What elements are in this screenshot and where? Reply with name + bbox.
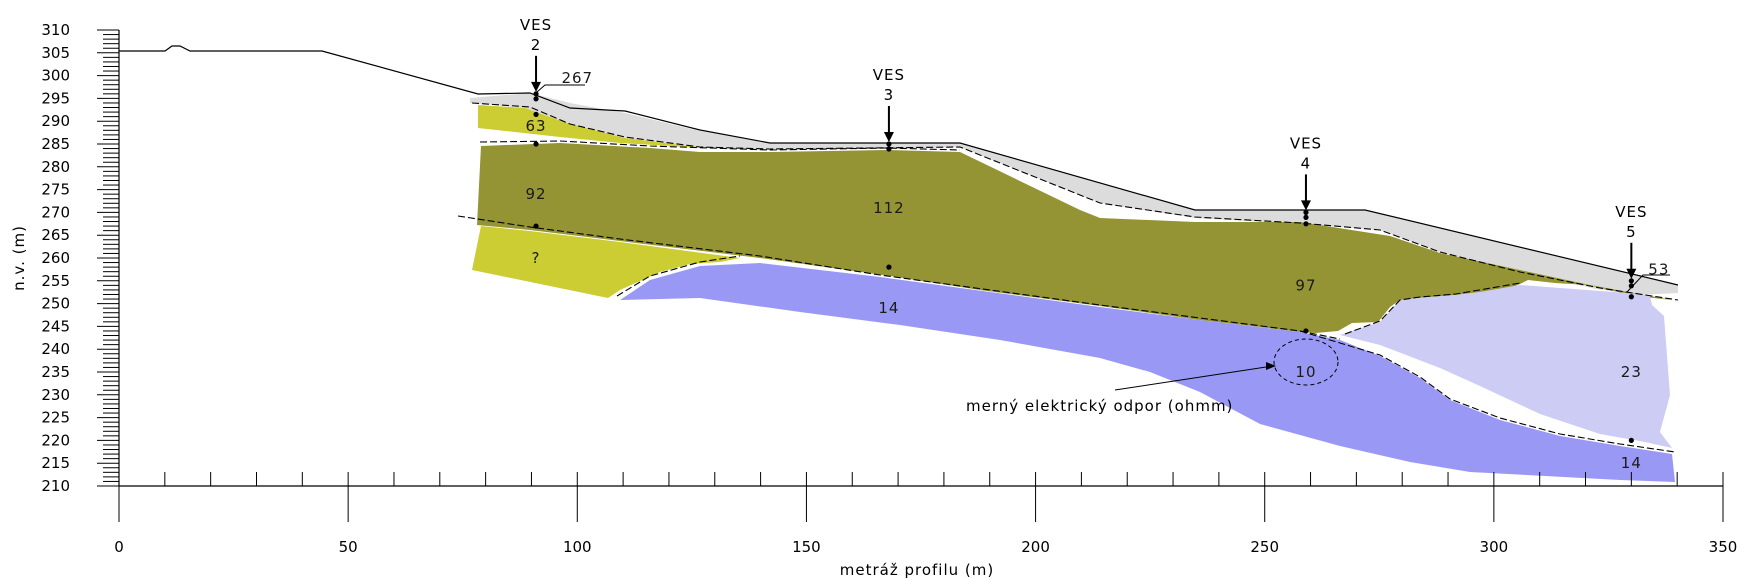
layer-boundaries	[457, 102, 1679, 453]
resistivity-value: 53	[1648, 260, 1669, 278]
y-tick-label: 250	[41, 295, 70, 313]
ves-label: VES	[873, 66, 905, 84]
ves-label: VES	[520, 16, 552, 34]
ves-point	[1303, 214, 1309, 220]
y-axis-label: n.v. (m)	[10, 225, 28, 291]
x-tick-labels: 0 50 100 150 200 250 300 350	[114, 538, 1737, 556]
y-tick-label: 260	[41, 249, 70, 267]
resistivity-value: 63	[525, 117, 546, 135]
y-tick-label: 290	[41, 112, 70, 130]
resistivity-value: ?	[532, 249, 541, 267]
annotation-arrowhead	[1266, 362, 1276, 370]
boundary-point	[1628, 294, 1634, 300]
x-tick-label: 0	[114, 538, 124, 556]
x-tick-label: 200	[1021, 538, 1050, 556]
boundary-point	[1303, 221, 1309, 227]
boundary-point	[1628, 437, 1634, 443]
y-tick-label: 310	[41, 21, 70, 39]
y-tick-label: 295	[41, 89, 70, 107]
y-tick-label: 225	[41, 409, 70, 427]
y-tick-label: 240	[41, 340, 70, 358]
x-axis-label: metráž profilu (m)	[840, 561, 994, 579]
y-tick-labels: 310 305 300 295 290 285 280 275 270 265 260 255 250 2…	[41, 21, 70, 495]
resistivity-value: 92	[525, 185, 546, 203]
highlight-ellipse	[1273, 338, 1339, 386]
ves-probe-3: VES 3	[873, 66, 905, 152]
y-tick-label: 255	[41, 272, 70, 290]
y-tick-label: 270	[41, 203, 70, 221]
boundary-point	[533, 223, 539, 229]
resistivity-value: 14	[1621, 454, 1642, 472]
x-tick-label: 50	[339, 538, 358, 556]
ves-number: 3	[884, 86, 895, 104]
ves-arrow-head	[1300, 200, 1311, 211]
resistivity-value: 112	[873, 199, 905, 217]
axes: 3103053002952902852802752702652602552502…	[10, 21, 1737, 579]
ves-point	[886, 141, 892, 147]
resistivity-annotation: merný elektrický odpor (ohmm)	[966, 338, 1339, 415]
ves-probe-5: VES 5	[1615, 203, 1647, 289]
resistivity-value: 14	[878, 299, 899, 317]
ves-label: VES	[1615, 203, 1647, 221]
y-tick-label: 285	[41, 135, 70, 153]
resistivity-value: 97	[1295, 276, 1316, 294]
boundary-point	[1303, 328, 1309, 334]
ves-number: 4	[1301, 154, 1312, 172]
ves-point	[1628, 278, 1634, 284]
annotation-text: merný elektrický odpor (ohmm)	[966, 397, 1233, 415]
ves-probe-2: VES 2	[520, 16, 552, 102]
boundary-point	[533, 111, 539, 117]
y-tick-label: 220	[41, 431, 70, 449]
x-tick-label: 100	[563, 538, 592, 556]
y-ticks	[97, 29, 119, 487]
ves-point	[1303, 209, 1309, 215]
ves-point	[1628, 283, 1634, 289]
y-tick-label: 275	[41, 181, 70, 199]
ves-probes: VES 2 VES 3 VES 4 VES 5	[520, 16, 1647, 443]
x-ticks	[118, 472, 1724, 522]
y-tick-label: 235	[41, 363, 70, 381]
ground-surface	[119, 45, 1679, 286]
y-tick-label: 245	[41, 317, 70, 335]
ves-number: 5	[1626, 223, 1637, 241]
layer-23	[1340, 285, 1672, 448]
y-tick-label: 305	[41, 44, 70, 62]
layer-14-10-14	[620, 263, 1675, 482]
ves-arrow-head	[531, 81, 542, 92]
layers	[119, 45, 1679, 482]
y-tick-label: 280	[41, 158, 70, 176]
ves-point	[533, 91, 539, 97]
y-tick-label: 230	[41, 386, 70, 404]
ves-arrow-head	[1626, 268, 1637, 279]
y-tick-label: 215	[41, 454, 70, 472]
ves-point	[886, 146, 892, 152]
ves-arrow-head	[883, 132, 894, 142]
x-tick-label: 300	[1480, 538, 1509, 556]
boundary-point	[533, 141, 539, 147]
x-tick-label: 350	[1709, 538, 1737, 556]
annotation-arrow	[1114, 365, 1274, 391]
y-tick-label: 265	[41, 226, 70, 244]
layer-unknown	[472, 226, 740, 298]
resistivity-value: 10	[1295, 363, 1316, 381]
y-tick-label: 210	[41, 477, 70, 495]
layer-92-112-97	[477, 143, 1672, 333]
ves-label: VES	[1290, 134, 1322, 152]
ves-point	[533, 96, 539, 102]
y-tick-label: 300	[41, 67, 70, 85]
value-leaders	[536, 84, 1670, 293]
ves-number: 2	[531, 36, 542, 54]
resistivity-value: 23	[1621, 363, 1642, 381]
resistivity-value: 267	[561, 69, 593, 87]
ves-probe-4: VES 4	[1290, 134, 1322, 220]
x-tick-label: 250	[1250, 538, 1279, 556]
x-tick-label: 150	[792, 538, 821, 556]
boundary-point	[886, 264, 892, 270]
